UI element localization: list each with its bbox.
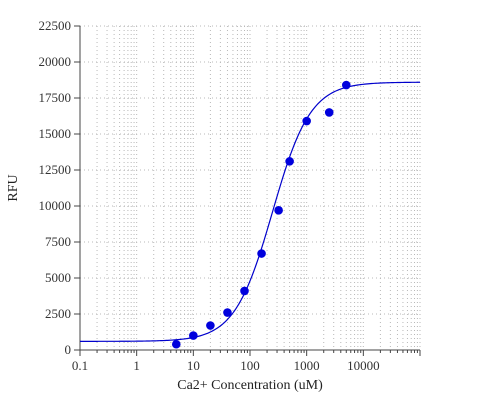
fit-curve [80,81,421,342]
y-axis-title: RFU [6,174,21,201]
data-point [257,249,266,258]
data-point [189,331,198,340]
y-tick-label: 20000 [39,54,72,69]
data-point [223,308,232,317]
y-tick-label: 5000 [45,270,71,285]
y-tick-label: 12500 [39,162,72,177]
axis-ticks: 0 2500 5000 7500 10000 12500 15000 17500 20000 22… [39,18,421,373]
y-tick-label: 2500 [45,306,71,321]
fit-curve-group [80,81,421,342]
x-tick-label: 10000 [347,358,380,373]
y-tick-label: 15000 [39,126,72,141]
data-point [240,286,249,296]
data-point [274,206,283,215]
data-point [206,321,215,330]
y-tick-label: 17500 [39,90,72,105]
data-point [285,157,294,166]
data-point [324,108,334,117]
y-tick-label: 22500 [39,18,72,33]
x-tick-label: 10 [187,358,200,373]
data-point [341,80,351,90]
x-tick-label: 0.1 [72,358,88,373]
data-point [171,339,181,349]
y-tick-label: 7500 [45,234,71,249]
y-tick-label: 0 [65,342,72,357]
x-tick-label: 1000 [294,358,320,373]
x-tick-label: 100 [240,358,260,373]
grid [80,25,421,350]
y-tick-label: 10000 [39,198,72,213]
x-axis-title: Ca2+ Concentration (uM) [177,378,323,393]
data-point [302,116,311,126]
x-tick-label: 1 [133,358,140,373]
data-points [171,80,351,349]
